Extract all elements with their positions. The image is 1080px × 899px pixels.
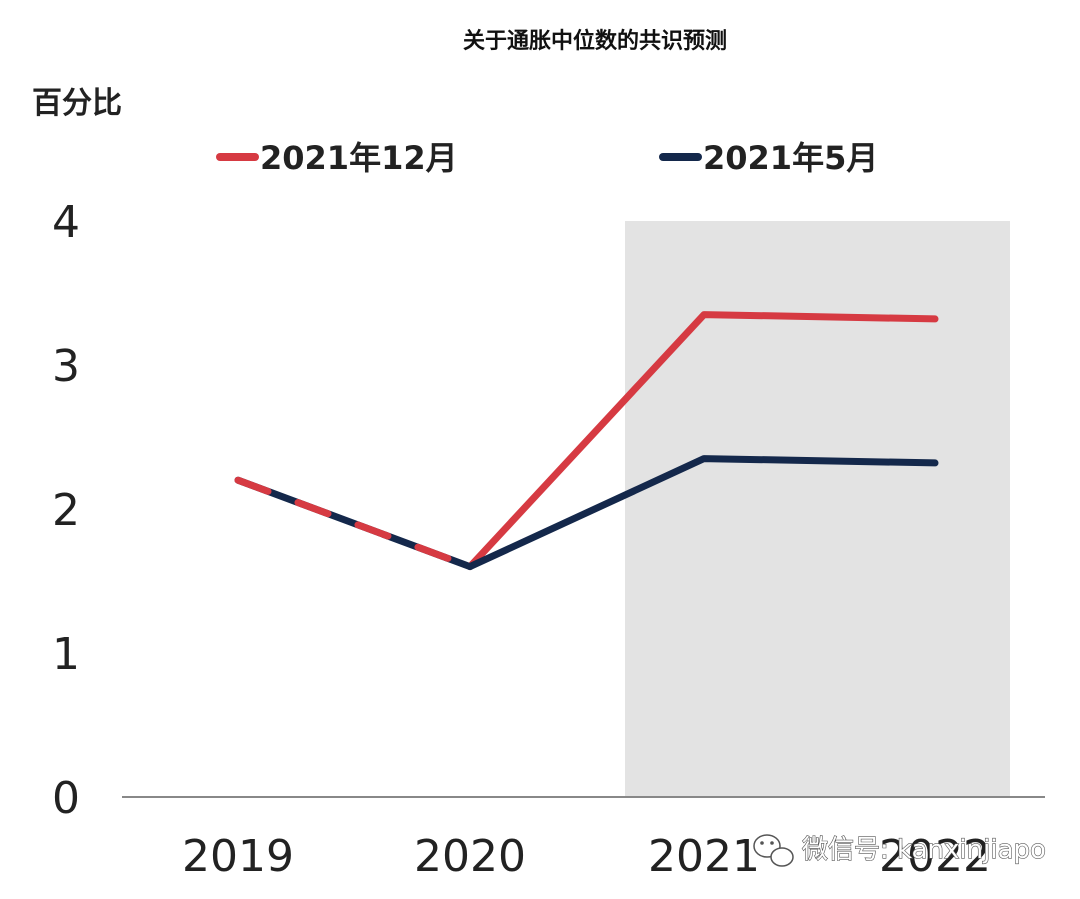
x-axis-ticks: 2019 2020 2021 2022	[182, 831, 991, 882]
series-line-2021-may	[466, 455, 939, 571]
series-line-2021-dec	[466, 311, 939, 571]
y-tick-label: 0	[52, 773, 80, 824]
watermark: 微信号: kanxinjiapo	[753, 834, 1047, 867]
y-tick-label: 2	[52, 485, 80, 536]
y-tick-label: 1	[52, 629, 80, 680]
watermark-text: 微信号: kanxinjiapo	[802, 835, 1046, 865]
legend: 2021年12月 2021年5月	[216, 139, 878, 177]
y-tick-label: 4	[52, 197, 80, 248]
series-lines	[234, 311, 939, 571]
shared-history-line-red	[234, 476, 474, 571]
chart-title: 关于通胀中位数的共识预测	[463, 28, 727, 54]
x-tick-label: 2021	[648, 831, 760, 882]
forecast-shaded-region	[625, 221, 1010, 797]
y-tick-label: 3	[52, 341, 80, 392]
x-tick-label: 2020	[414, 831, 526, 882]
x-tick-label: 2022	[879, 831, 991, 882]
x-tick-label: 2019	[182, 831, 294, 882]
y-axis-label: 百分比	[32, 86, 122, 121]
legend-label-2021-may: 2021年5月	[703, 139, 878, 177]
legend-label-2021-dec: 2021年12月	[260, 139, 458, 177]
wechat-icon	[753, 834, 794, 867]
y-axis-ticks: 0 1 2 3 4	[52, 197, 80, 824]
